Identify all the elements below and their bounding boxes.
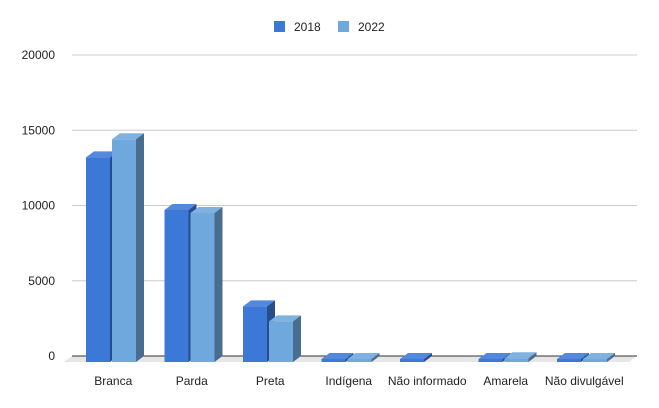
y-tick-label: 10000 bbox=[22, 199, 56, 213]
bar-side bbox=[607, 353, 615, 362]
bar-front bbox=[504, 358, 529, 362]
bar-top bbox=[190, 207, 223, 214]
bar-2022-Branca bbox=[112, 133, 144, 362]
legend-swatch bbox=[274, 21, 285, 32]
bar-top bbox=[112, 133, 144, 140]
bar-top bbox=[583, 353, 615, 359]
bar-top bbox=[321, 353, 354, 359]
x-tick-label: Não divulgável bbox=[545, 374, 624, 388]
bar-2022-Parda bbox=[190, 207, 223, 362]
legend-label: 2022 bbox=[358, 20, 385, 34]
bar-2022-Preta bbox=[269, 315, 301, 362]
bar-top bbox=[504, 352, 537, 359]
legend-swatch bbox=[338, 21, 349, 32]
y-tick-label: 5000 bbox=[28, 274, 55, 288]
bar-top bbox=[86, 151, 118, 158]
bar-side bbox=[528, 352, 537, 362]
bar-front bbox=[112, 139, 136, 362]
bars bbox=[86, 133, 615, 362]
y-tick-label: 15000 bbox=[22, 123, 56, 137]
bar-top bbox=[347, 353, 380, 359]
bar-front bbox=[478, 359, 503, 362]
bar-top bbox=[478, 353, 511, 359]
x-axis: Branca Parda Preta Indígena Não informado Ama… bbox=[94, 374, 623, 388]
bar-front bbox=[347, 359, 372, 362]
bar-front bbox=[269, 321, 293, 362]
bar-side bbox=[424, 353, 432, 362]
bar-front bbox=[557, 359, 581, 362]
bar-top bbox=[164, 203, 197, 210]
x-tick-label: Preta bbox=[256, 374, 285, 388]
y-tick-label: 20000 bbox=[22, 48, 56, 62]
bar-top bbox=[243, 300, 275, 307]
bar-side bbox=[136, 133, 144, 362]
bar-top bbox=[400, 353, 432, 359]
bar-front bbox=[583, 359, 607, 362]
legend-label: 2018 bbox=[294, 20, 321, 34]
bar-front bbox=[400, 359, 424, 362]
bar-2022-Amarela bbox=[504, 352, 537, 362]
x-tick-label: Indígena bbox=[325, 374, 372, 388]
bar-front bbox=[243, 306, 267, 362]
x-tick-label: Branca bbox=[94, 374, 132, 388]
bar-front bbox=[86, 157, 110, 362]
legend: 2018 2022 bbox=[274, 20, 385, 34]
bar-2022-Não divulgável bbox=[583, 353, 615, 362]
gridlines bbox=[72, 54, 637, 282]
bar-side bbox=[371, 353, 380, 362]
y-tick-label: 0 bbox=[48, 349, 55, 363]
bar-top bbox=[557, 353, 589, 359]
y-axis: 0 5000 10000 15000 20000 bbox=[22, 48, 56, 363]
bar-top bbox=[269, 315, 301, 322]
bar-2018-Não informado bbox=[400, 353, 432, 362]
bar-front bbox=[164, 209, 189, 362]
x-tick-label: Parda bbox=[176, 374, 208, 388]
x-tick-label: Não informado bbox=[388, 374, 467, 388]
bar-front bbox=[321, 359, 346, 362]
bar-front bbox=[190, 213, 215, 362]
bar-side bbox=[293, 315, 301, 362]
x-tick-label: Amarela bbox=[483, 374, 528, 388]
bar-2022-Indígena bbox=[347, 353, 380, 362]
bar-side bbox=[214, 207, 223, 362]
